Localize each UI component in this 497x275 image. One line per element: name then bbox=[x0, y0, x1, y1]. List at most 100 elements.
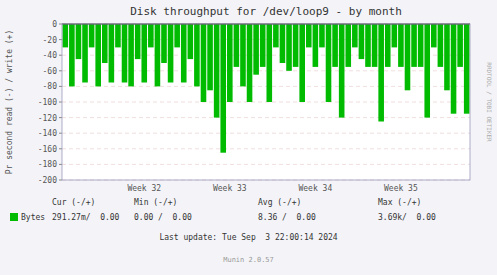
bar bbox=[102, 24, 108, 63]
bar bbox=[286, 24, 292, 71]
bar bbox=[155, 24, 161, 86]
tick-label: Week 32 bbox=[127, 184, 161, 193]
legend-swatch bbox=[10, 213, 18, 221]
tick bbox=[59, 55, 62, 56]
grid-line bbox=[62, 164, 470, 165]
tick bbox=[59, 39, 62, 40]
tick-label: Week 35 bbox=[384, 184, 418, 193]
chart: Disk throughput for /dev/loop9 - by mont… bbox=[0, 0, 497, 275]
bar bbox=[188, 24, 194, 59]
footer-value: 3.69k/ 0.00 bbox=[378, 213, 436, 222]
bar bbox=[76, 24, 82, 59]
bar bbox=[293, 24, 299, 67]
footer-header: Max (-/+) bbox=[378, 198, 421, 207]
tick-label: -100 bbox=[38, 98, 57, 107]
tick-label: -20 bbox=[43, 36, 58, 45]
bar bbox=[220, 24, 226, 153]
bar bbox=[148, 24, 154, 47]
bar bbox=[161, 24, 167, 63]
watermark: RRDTOOL / TOBI OETIKER bbox=[486, 62, 493, 142]
bar bbox=[128, 24, 134, 86]
bar bbox=[227, 24, 233, 102]
bar bbox=[313, 24, 319, 67]
frame bbox=[62, 24, 470, 180]
tick bbox=[59, 70, 62, 71]
bar bbox=[95, 24, 101, 86]
bar bbox=[438, 24, 444, 67]
bar bbox=[122, 24, 128, 83]
tick bbox=[59, 180, 62, 181]
bar bbox=[280, 24, 286, 63]
bar bbox=[115, 24, 121, 47]
bar bbox=[411, 24, 417, 67]
bar bbox=[194, 24, 200, 86]
bar bbox=[319, 24, 325, 47]
bar bbox=[444, 24, 450, 90]
bar bbox=[273, 24, 279, 47]
tick bbox=[59, 102, 62, 103]
bar bbox=[359, 24, 365, 59]
bar bbox=[207, 24, 213, 90]
bar bbox=[451, 24, 457, 114]
footer-header: Cur (-/+) bbox=[52, 198, 95, 207]
grid-line bbox=[62, 148, 470, 149]
bar bbox=[424, 24, 430, 118]
bar bbox=[89, 24, 95, 47]
tick-label: -160 bbox=[38, 145, 57, 154]
bar bbox=[69, 24, 75, 86]
tick bbox=[59, 148, 62, 149]
legend-label: Bytes bbox=[21, 213, 45, 222]
bar bbox=[299, 24, 305, 102]
tick bbox=[59, 133, 62, 134]
bar bbox=[174, 24, 180, 47]
tick-label: Week 33 bbox=[213, 184, 247, 193]
grid-line bbox=[62, 133, 470, 134]
bar bbox=[214, 24, 220, 118]
axis-label: Pr second read (-) / write (+) bbox=[5, 30, 14, 175]
bar bbox=[326, 24, 332, 102]
tick-label: 0 bbox=[52, 20, 57, 29]
bar bbox=[431, 24, 437, 47]
bar bbox=[345, 24, 351, 67]
bar bbox=[378, 24, 384, 122]
bar bbox=[392, 24, 398, 47]
tick-label: -180 bbox=[38, 160, 57, 169]
tick bbox=[59, 117, 62, 118]
bar bbox=[201, 24, 207, 102]
bar bbox=[339, 24, 345, 118]
bar bbox=[135, 24, 141, 59]
plot-area bbox=[62, 24, 470, 180]
footer-value: 0.00 / 0.00 bbox=[134, 213, 192, 222]
bar bbox=[109, 24, 115, 83]
tick bbox=[59, 164, 62, 165]
bar bbox=[62, 24, 68, 47]
tick-label: -140 bbox=[38, 129, 57, 138]
footer-header: Avg (-/+) bbox=[258, 198, 301, 207]
tick-label: -120 bbox=[38, 114, 57, 123]
bar bbox=[332, 24, 338, 67]
bar bbox=[168, 24, 174, 83]
bar bbox=[234, 24, 240, 67]
tick-label: -80 bbox=[43, 82, 58, 91]
bar bbox=[385, 24, 391, 67]
bar bbox=[464, 24, 470, 114]
bar bbox=[253, 24, 259, 75]
tick bbox=[59, 86, 62, 87]
bar bbox=[260, 24, 266, 67]
bar bbox=[418, 24, 424, 67]
footer-munin: Munin 2.0.57 bbox=[223, 256, 274, 264]
bar bbox=[82, 24, 88, 83]
bar bbox=[306, 24, 312, 47]
title: Disk throughput for /dev/loop9 - by mont… bbox=[130, 5, 402, 18]
tick bbox=[59, 24, 62, 25]
footer-value: 8.36 / 0.00 bbox=[258, 213, 316, 222]
bar bbox=[247, 24, 253, 102]
bar bbox=[141, 24, 147, 83]
bar bbox=[457, 24, 463, 67]
bar bbox=[372, 24, 378, 67]
bar bbox=[240, 24, 246, 86]
footer-update: Last update: Tue Sep 3 22:00:14 2024 bbox=[159, 233, 337, 242]
tick-label: -40 bbox=[43, 51, 58, 60]
tick-label: -60 bbox=[43, 67, 58, 76]
bar bbox=[365, 24, 371, 67]
